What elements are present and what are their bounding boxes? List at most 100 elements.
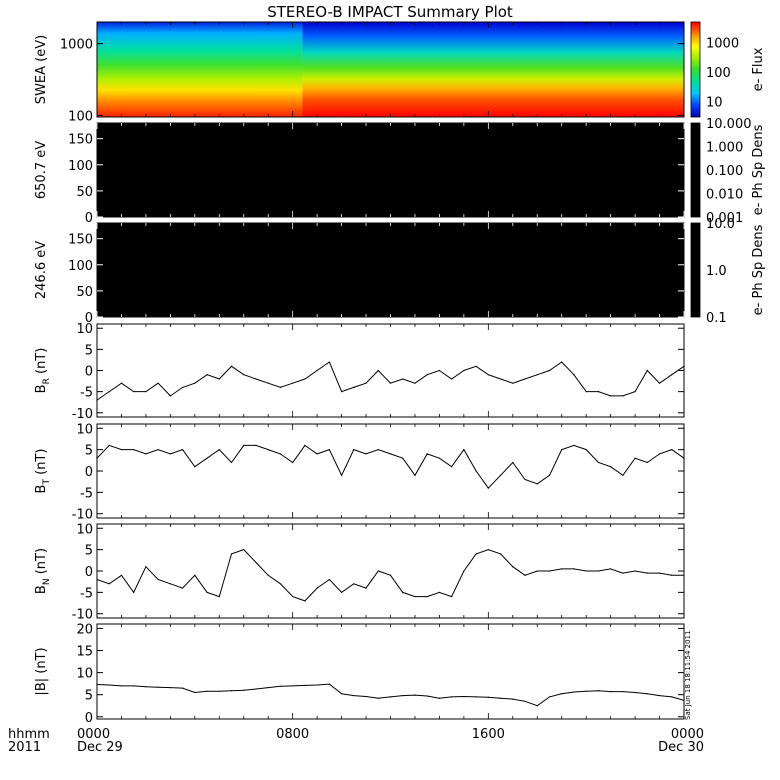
- bt-point: [389, 453, 392, 455]
- bmag-frame: [96, 623, 685, 720]
- bt-ytick-label: -5: [80, 486, 93, 501]
- bmag-point: [377, 697, 379, 699]
- bmag-point: [414, 694, 416, 696]
- bn-point: [646, 572, 648, 574]
- bn-ytick-label: -10: [72, 608, 93, 623]
- bmag-ytick-label: 5: [85, 689, 93, 704]
- br-point: [463, 369, 465, 372]
- bt-ytick-label: 5: [85, 444, 93, 459]
- swea-colorbar-label: 100: [706, 66, 731, 81]
- br-point: [279, 386, 282, 389]
- bmag-point: [279, 685, 282, 687]
- bn-point: [683, 574, 685, 576]
- bt-point: [512, 461, 514, 464]
- bmag-point: [133, 685, 135, 687]
- br-point: [169, 395, 171, 397]
- pad650-colorbar-label: 0.001: [706, 211, 743, 226]
- bt-point: [120, 449, 123, 451]
- bmag-point: [524, 700, 526, 702]
- bmag-point: [402, 694, 404, 697]
- bn-ylabel: BN (nT): [34, 548, 52, 594]
- pad650-colorbar-label: 0.100: [706, 164, 743, 179]
- bt-point: [145, 453, 147, 455]
- pad246-ytick-label: 0: [85, 311, 93, 326]
- bn-point: [524, 574, 526, 576]
- bmag-point: [157, 686, 159, 688]
- bn-point: [658, 572, 661, 574]
- pad246-spectrogram: [97, 223, 684, 317]
- bn-point: [597, 570, 599, 572]
- br-point: [512, 382, 514, 384]
- panel-bmag: 20 15 10 5 0 |B| (nT): [34, 622, 685, 726]
- bmag-ytick-label: 0: [85, 711, 93, 726]
- bt-point: [438, 457, 441, 459]
- bn-point: [451, 596, 453, 598]
- bn-ytick-label: -5: [80, 586, 93, 601]
- bmag-point: [230, 690, 233, 692]
- br-frame: [96, 323, 685, 418]
- pad246-colorbar-title: e- Ph Sp Dens: [751, 224, 766, 315]
- bmag-point: [389, 696, 392, 698]
- bmag-point: [316, 684, 318, 686]
- bmag-point: [145, 686, 147, 688]
- panel-bn: 10 5 0 -5 -10 BN (nT): [34, 522, 685, 623]
- bn-point: [353, 583, 355, 585]
- br-ytick-label: 10: [76, 322, 93, 337]
- br-point: [426, 374, 428, 376]
- bmag-point: [512, 698, 514, 700]
- bt-point: [328, 449, 330, 451]
- br-point: [610, 395, 612, 397]
- br-point: [451, 378, 453, 380]
- bmag-point: [475, 696, 477, 698]
- bt-point: [194, 466, 196, 468]
- bt-point: [610, 466, 612, 468]
- xtick-label: 0800: [276, 727, 309, 742]
- bn-point: [194, 574, 196, 576]
- swea-spectrogram-early: [97, 22, 303, 117]
- bmag-ytick-label: 10: [76, 667, 93, 682]
- br-series-line: [96, 361, 685, 401]
- br-point: [585, 391, 587, 393]
- pad246-colorbar-label: 10.0: [706, 217, 735, 232]
- pad650-ylabel: 650.7 eV: [34, 141, 49, 199]
- bmag-point: [206, 690, 208, 692]
- bn-point: [414, 596, 416, 598]
- bn-point: [267, 574, 269, 576]
- pad246-ytick-label: 100: [68, 259, 93, 274]
- br-point: [230, 365, 233, 367]
- panel-swea: 1000 100 SWEA (eV) 1000 100 10 e- Flux: [34, 21, 766, 124]
- bt-point: [377, 449, 379, 451]
- pad246-ytick-label: 50: [76, 285, 93, 300]
- bt-series-line: [96, 444, 685, 489]
- bn-point: [96, 578, 98, 581]
- swea-colorbar-title: e- Flux: [751, 47, 766, 91]
- bt-point: [622, 474, 624, 476]
- swea-spectrogram-late: [302, 22, 684, 117]
- br-point: [536, 374, 538, 376]
- bt-point: [499, 474, 502, 476]
- br-point: [658, 382, 661, 384]
- bmag-point: [426, 695, 428, 697]
- bn-point: [182, 587, 184, 589]
- br-ylabel: BR (nT): [34, 348, 52, 394]
- br-point: [683, 365, 685, 367]
- bt-point: [279, 453, 282, 455]
- bt-point: [487, 487, 489, 489]
- br-point: [389, 382, 392, 384]
- bmag-ytick-label: 15: [76, 645, 93, 660]
- bt-point: [536, 483, 538, 485]
- br-point: [96, 399, 98, 401]
- bmag-point: [218, 690, 220, 692]
- br-point: [561, 361, 563, 363]
- swea-ytick-label: 100: [68, 109, 93, 124]
- bt-point: [414, 474, 416, 476]
- bt-point: [108, 444, 110, 446]
- br-point: [267, 382, 269, 384]
- panel-br: 10 5 0 -5 -10 BR (nT): [34, 322, 685, 422]
- bt-point: [426, 453, 428, 455]
- bn-point: [438, 591, 441, 593]
- pad246-ytick-label: 150: [68, 233, 93, 248]
- bmag-point: [243, 689, 245, 691]
